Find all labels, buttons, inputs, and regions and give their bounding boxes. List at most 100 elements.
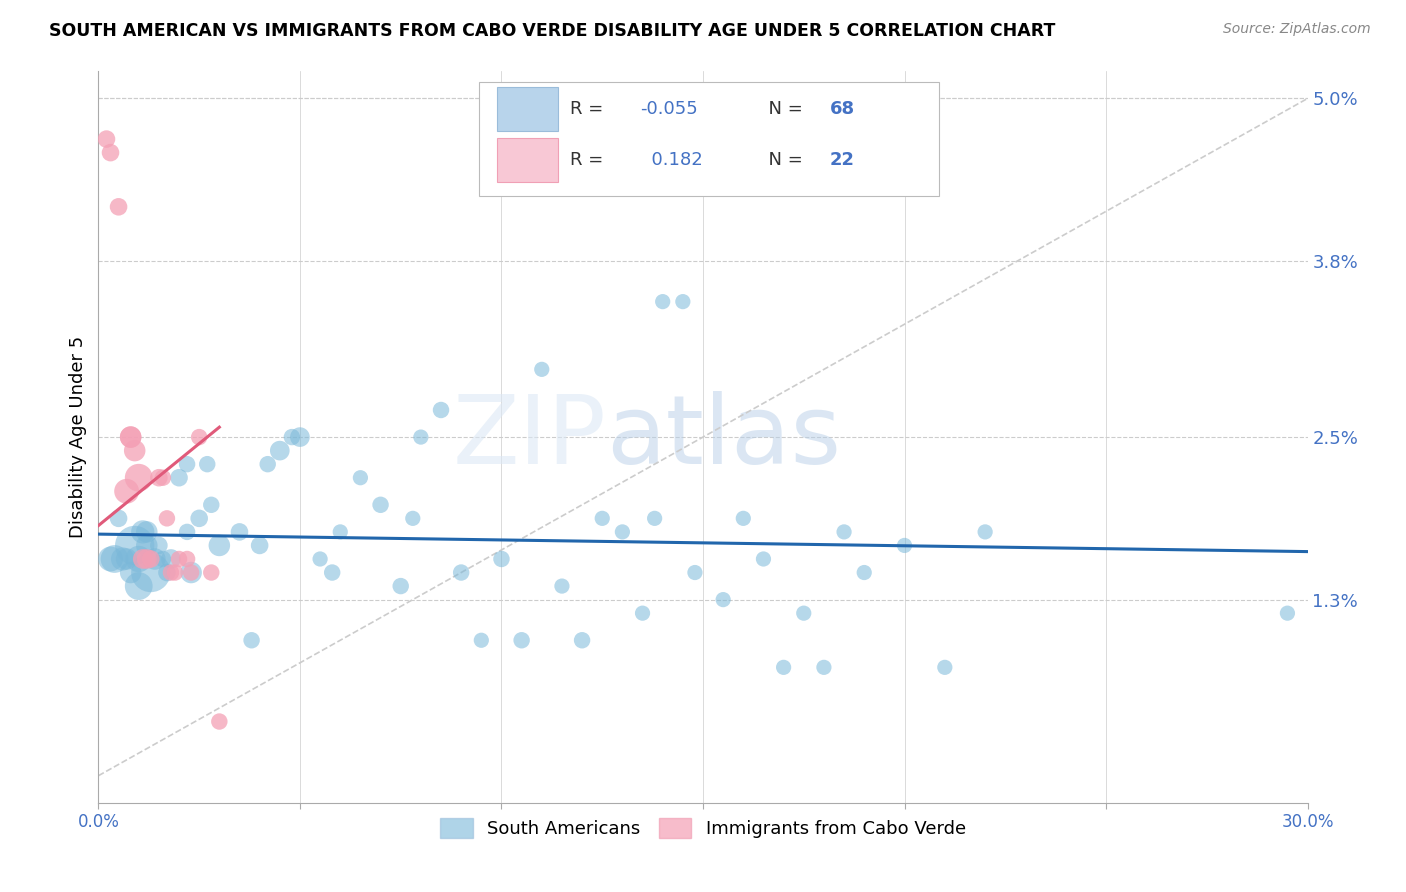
- Point: [389, 579, 412, 593]
- Point: [139, 566, 162, 580]
- Point: [148, 538, 170, 552]
- Point: [530, 362, 553, 376]
- Point: [711, 592, 734, 607]
- Point: [733, 511, 755, 525]
- Point: [107, 511, 129, 525]
- Point: [143, 552, 166, 566]
- FancyBboxPatch shape: [498, 138, 558, 182]
- Point: [135, 538, 157, 552]
- Point: [139, 552, 162, 566]
- Point: [188, 511, 211, 525]
- Point: [256, 457, 278, 471]
- Point: [853, 566, 876, 580]
- Point: [672, 294, 695, 309]
- Point: [631, 606, 654, 620]
- Point: [128, 579, 150, 593]
- Point: [120, 430, 142, 444]
- Point: [470, 633, 492, 648]
- Point: [180, 566, 202, 580]
- Point: [450, 566, 472, 580]
- Point: [651, 294, 673, 309]
- Point: [200, 498, 222, 512]
- Point: [148, 471, 170, 485]
- Point: [644, 511, 666, 525]
- Point: [321, 566, 343, 580]
- Point: [974, 524, 997, 539]
- Point: [107, 200, 129, 214]
- Point: [132, 552, 155, 566]
- Point: [402, 511, 425, 525]
- Text: 22: 22: [830, 151, 855, 169]
- Point: [240, 633, 263, 648]
- Text: R =: R =: [569, 151, 609, 169]
- Point: [200, 566, 222, 580]
- Point: [103, 552, 125, 566]
- Point: [124, 538, 146, 552]
- Point: [591, 511, 613, 525]
- Point: [228, 524, 250, 539]
- Point: [208, 538, 231, 552]
- Point: [160, 566, 183, 580]
- Text: 68: 68: [830, 100, 855, 118]
- Point: [115, 484, 138, 499]
- Point: [349, 471, 371, 485]
- Point: [120, 566, 142, 580]
- Point: [180, 566, 202, 580]
- Point: [832, 524, 855, 539]
- Point: [163, 566, 186, 580]
- Point: [128, 552, 150, 566]
- Point: [156, 511, 179, 525]
- Point: [752, 552, 775, 566]
- Point: [491, 552, 513, 566]
- Point: [249, 538, 271, 552]
- Point: [288, 430, 311, 444]
- Point: [100, 145, 122, 160]
- Point: [269, 443, 291, 458]
- Point: [176, 457, 198, 471]
- Point: [281, 430, 304, 444]
- Point: [124, 443, 146, 458]
- Point: [208, 714, 231, 729]
- Point: [100, 552, 122, 566]
- Point: [571, 633, 593, 648]
- Point: [160, 552, 183, 566]
- FancyBboxPatch shape: [498, 87, 558, 131]
- Point: [430, 403, 453, 417]
- Point: [893, 538, 915, 552]
- Point: [370, 498, 392, 512]
- Text: 0.182: 0.182: [640, 151, 703, 169]
- Text: N =: N =: [758, 100, 808, 118]
- Point: [329, 524, 352, 539]
- Point: [772, 660, 794, 674]
- Point: [176, 524, 198, 539]
- Point: [551, 579, 574, 593]
- Legend: South Americans, Immigrants from Cabo Verde: South Americans, Immigrants from Cabo Ve…: [433, 811, 973, 845]
- Point: [934, 660, 956, 674]
- Point: [128, 471, 150, 485]
- Point: [132, 524, 155, 539]
- Point: [793, 606, 815, 620]
- Point: [152, 552, 174, 566]
- Text: SOUTH AMERICAN VS IMMIGRANTS FROM CABO VERDE DISABILITY AGE UNDER 5 CORRELATION : SOUTH AMERICAN VS IMMIGRANTS FROM CABO V…: [49, 22, 1056, 40]
- Point: [813, 660, 835, 674]
- Point: [156, 566, 179, 580]
- Point: [111, 552, 134, 566]
- Point: [409, 430, 432, 444]
- Point: [612, 524, 634, 539]
- Point: [309, 552, 332, 566]
- Text: R =: R =: [569, 100, 609, 118]
- Text: N =: N =: [758, 151, 808, 169]
- Point: [1277, 606, 1299, 620]
- Text: Source: ZipAtlas.com: Source: ZipAtlas.com: [1223, 22, 1371, 37]
- Text: ZIP: ZIP: [453, 391, 606, 483]
- Point: [195, 457, 218, 471]
- FancyBboxPatch shape: [479, 82, 939, 195]
- Text: -0.055: -0.055: [640, 100, 697, 118]
- Point: [152, 471, 174, 485]
- Point: [115, 552, 138, 566]
- Point: [120, 430, 142, 444]
- Point: [167, 552, 190, 566]
- Point: [167, 471, 190, 485]
- Point: [683, 566, 706, 580]
- Point: [135, 524, 157, 539]
